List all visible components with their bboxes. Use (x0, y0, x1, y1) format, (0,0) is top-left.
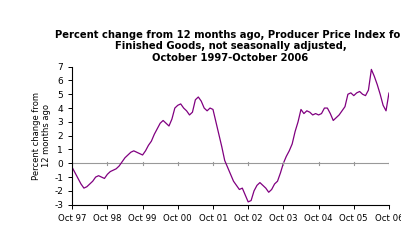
Y-axis label: Percent change from
12 months ago: Percent change from 12 months ago (32, 92, 51, 180)
Title: Percent change from 12 months ago, Producer Price Index for
Finished Goods, not : Percent change from 12 months ago, Produ… (55, 30, 401, 63)
